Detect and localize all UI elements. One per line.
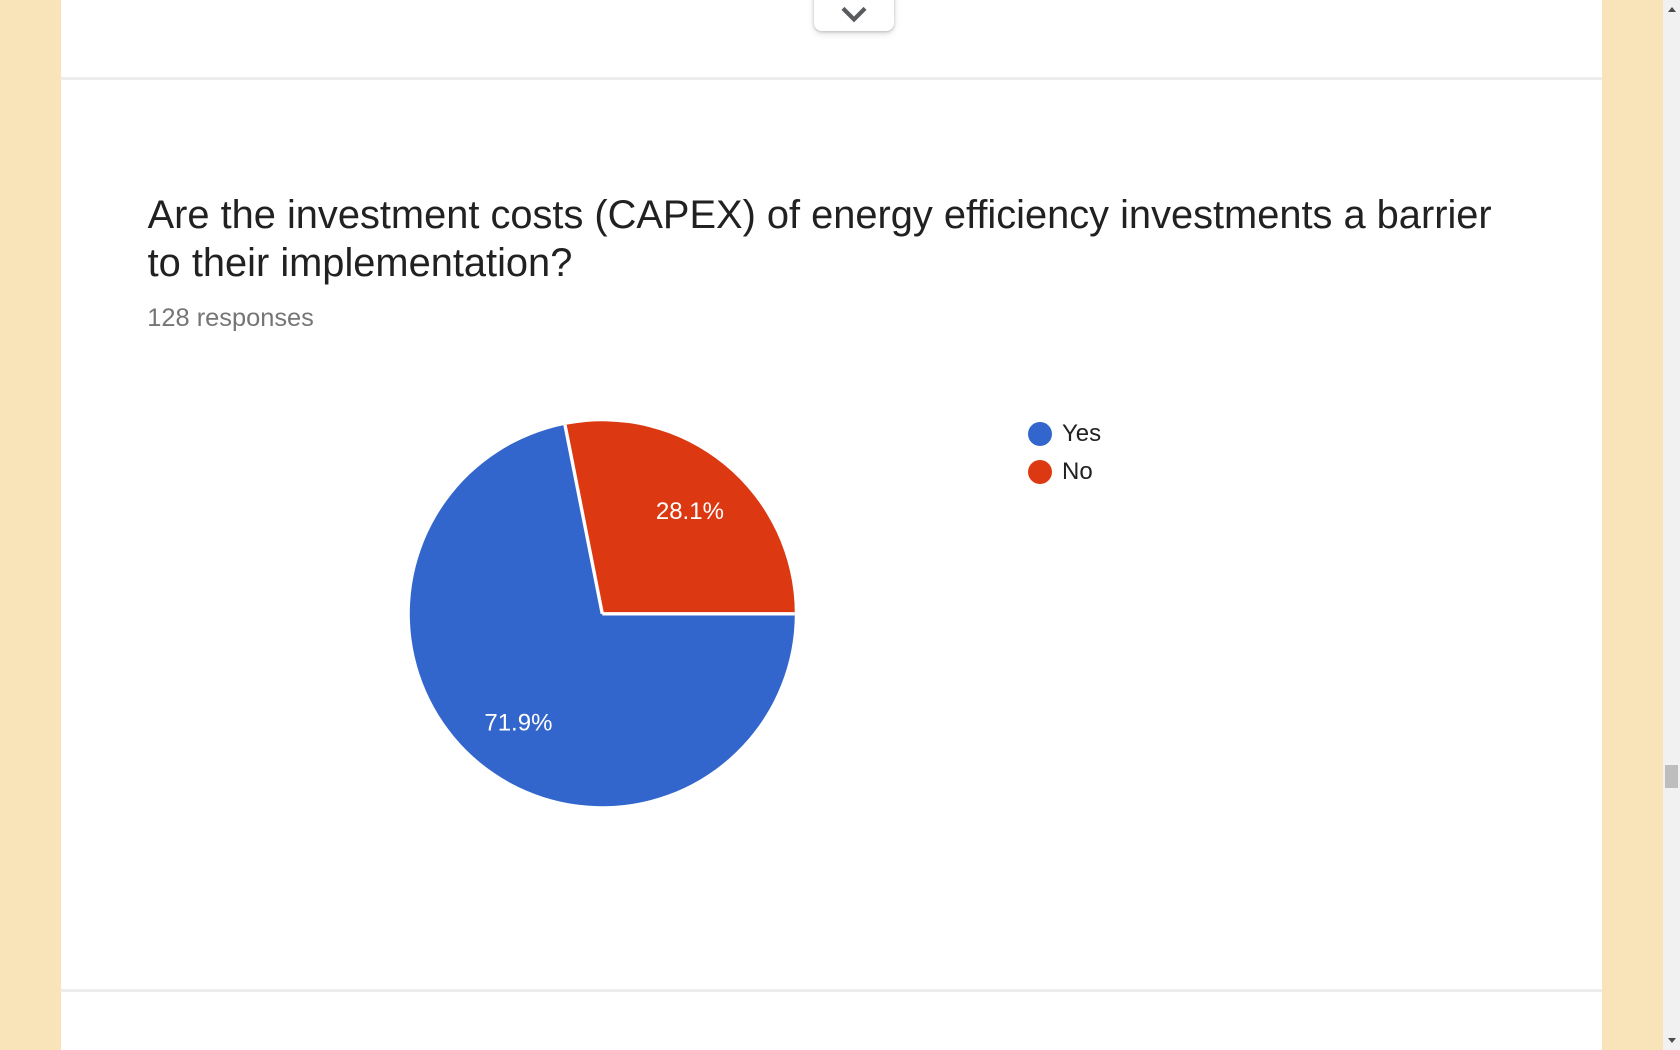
- svg-text:71.9%: 71.9%: [484, 709, 552, 736]
- svg-text:28.1%: 28.1%: [656, 498, 724, 525]
